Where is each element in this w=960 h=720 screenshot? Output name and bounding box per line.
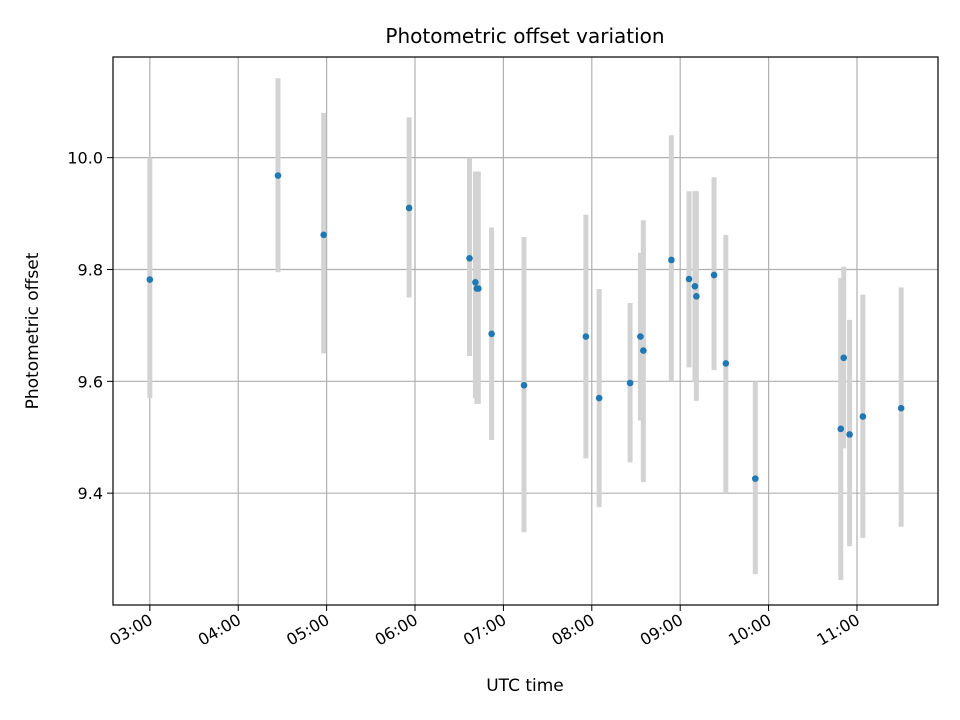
plot-frame <box>112 56 939 606</box>
y-tick-label: 9.8 <box>78 260 103 279</box>
data-point <box>405 204 413 212</box>
data-point <box>840 354 848 362</box>
y-axis-label: Photometric offset <box>23 252 43 409</box>
data-point <box>668 256 675 264</box>
data-point <box>595 394 603 402</box>
data-point <box>637 333 644 340</box>
data-point <box>693 293 700 300</box>
chart-title: Photometric offset variation <box>385 24 664 48</box>
data-point <box>274 172 282 179</box>
y-tick-label: 9.4 <box>78 484 103 503</box>
data-point <box>520 381 528 389</box>
data-point <box>320 231 327 239</box>
data-points <box>146 172 905 482</box>
data-point <box>146 276 154 283</box>
data-point <box>582 333 590 340</box>
y-tick-label: 10.0 <box>67 149 103 168</box>
data-point <box>691 282 699 290</box>
data-point <box>488 330 495 338</box>
x-axis-label: UTC time <box>486 676 564 696</box>
data-point <box>626 379 634 387</box>
data-point <box>685 275 693 283</box>
data-point <box>640 347 647 354</box>
data-point <box>466 255 473 262</box>
data-point <box>752 475 759 482</box>
data-point <box>846 431 853 438</box>
data-point <box>859 413 867 420</box>
data-point <box>897 404 905 412</box>
data-point <box>722 360 730 367</box>
data-point <box>710 271 718 279</box>
data-point <box>837 425 845 433</box>
data-point <box>472 279 479 286</box>
data-point <box>475 285 482 292</box>
y-tick-label: 9.6 <box>78 372 103 391</box>
